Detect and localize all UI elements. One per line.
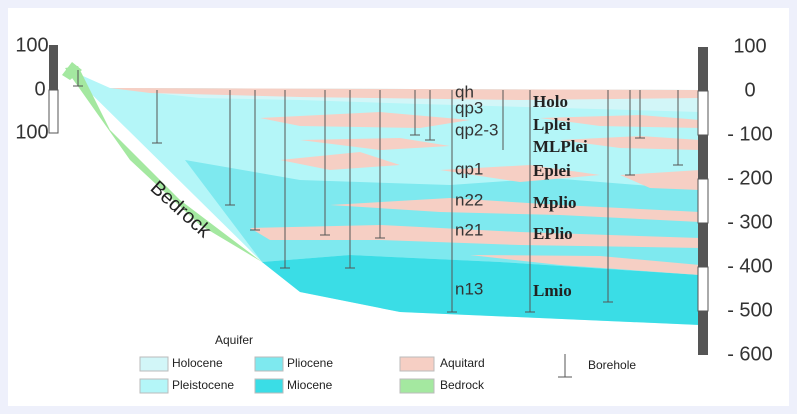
- legend-swatch: [140, 379, 168, 393]
- scale-label: - 500: [727, 299, 773, 321]
- scale-label: 100: [15, 34, 48, 56]
- legend-label: Pleistocene: [172, 378, 234, 392]
- scale-segment: [49, 45, 58, 90]
- legend-label: Miocene: [287, 378, 333, 392]
- formation-code: qp1: [455, 159, 483, 178]
- formation-code: n21: [455, 220, 483, 239]
- scale-label: 100: [733, 35, 766, 57]
- legend-label: Pliocene: [287, 356, 333, 370]
- scale-label: 100: [15, 121, 48, 143]
- legend-label: Bedrock: [440, 378, 485, 392]
- legend-label: Holocene: [172, 356, 223, 370]
- legend-swatch: [400, 357, 434, 371]
- scale-label: 0: [744, 79, 755, 101]
- scale-label: 0: [34, 78, 45, 100]
- formation-code: qp2-3: [455, 120, 498, 139]
- legend-label: Aquitard: [440, 356, 485, 370]
- scale-label: - 100: [727, 123, 773, 145]
- legend-swatch: [255, 379, 283, 393]
- formation-name: Holo: [533, 92, 568, 111]
- formation-code: qp3: [455, 98, 483, 117]
- legend-swatch: [400, 379, 434, 393]
- cross-section: 100 0 100 Bedrock: [0, 0, 797, 414]
- legend-swatch: [255, 357, 283, 371]
- right-scale-bar: [698, 47, 708, 355]
- formation-name: Lmio: [533, 281, 572, 300]
- formation-name: Eplei: [533, 161, 571, 180]
- scale-segment: [49, 90, 58, 133]
- legend-label: Borehole: [588, 358, 636, 372]
- formation-code: n13: [455, 279, 483, 298]
- scale-label: - 300: [727, 211, 773, 233]
- scale-label: - 600: [727, 343, 773, 365]
- formation-name: MLPlei: [533, 137, 588, 156]
- scale-label: - 400: [727, 255, 773, 277]
- formation-name: EPlio: [533, 224, 573, 243]
- scale-label: - 200: [727, 167, 773, 189]
- formation-name: Mplio: [533, 193, 576, 212]
- formation-name: Lplei: [533, 115, 571, 134]
- formation-code: n22: [455, 190, 483, 209]
- legend-swatch: [140, 357, 168, 371]
- legend-title: Aquifer: [215, 333, 253, 347]
